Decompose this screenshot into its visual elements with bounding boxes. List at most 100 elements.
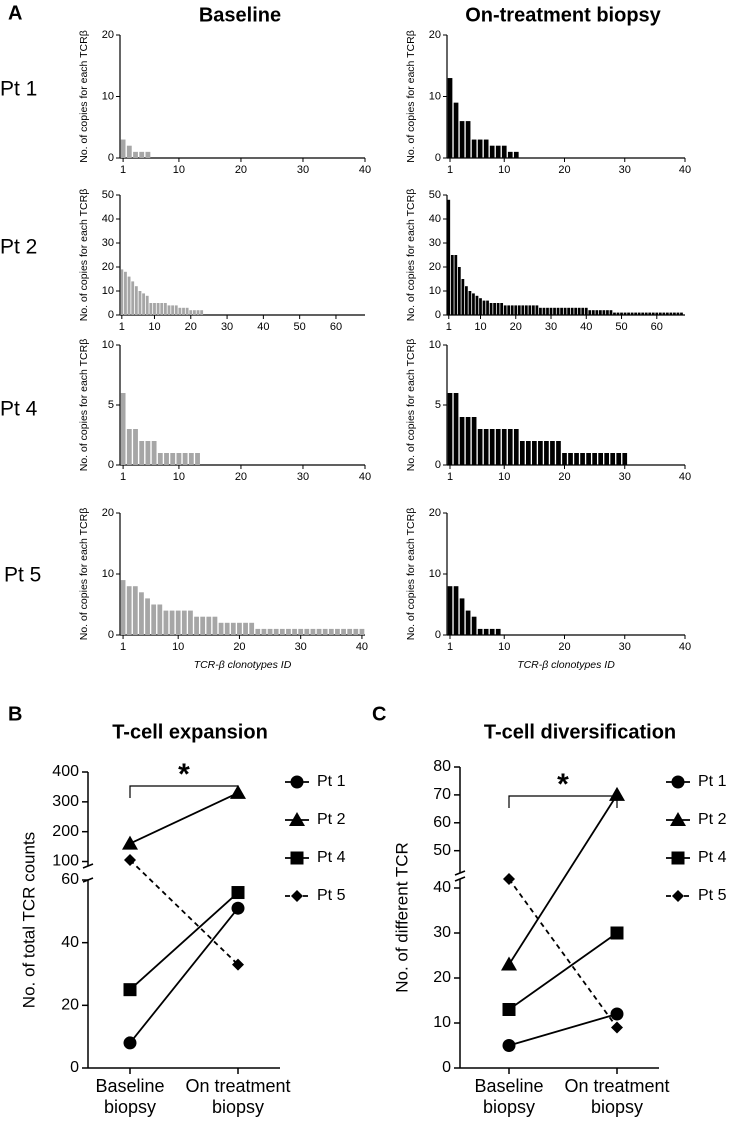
bar: [606, 310, 609, 315]
bar: [495, 429, 501, 465]
bar: [182, 453, 188, 465]
bar: [457, 267, 461, 315]
x-tick-label: 10: [173, 164, 185, 176]
y-tick-label: 10: [102, 285, 114, 297]
bar: [544, 441, 549, 465]
marker: [289, 812, 305, 826]
bar: [171, 305, 175, 315]
series-line: [129, 859, 239, 966]
y-tick-label: 10: [102, 90, 114, 102]
bar: [609, 310, 613, 315]
bar: [304, 628, 310, 635]
bar: [507, 305, 511, 315]
bar: [459, 417, 465, 465]
x-tick-label: On treatment biopsy: [564, 1076, 670, 1117]
y-axis-title: No. of copies for each TCRβ: [78, 339, 90, 472]
bar: [151, 441, 157, 465]
bar: [507, 429, 513, 465]
bar: [525, 441, 531, 465]
bar: [453, 102, 459, 158]
bar: [479, 298, 482, 315]
marker: [230, 784, 246, 799]
y-tick-label: 0: [442, 1059, 451, 1076]
bar: [471, 139, 477, 158]
y-tick-label: 5: [435, 399, 441, 411]
x-tick-label: 30: [619, 164, 631, 176]
bar: [539, 307, 542, 315]
y-axis-title: No. of copies for each TCRβ: [78, 508, 90, 641]
bar: [556, 307, 560, 315]
bar: [267, 628, 273, 635]
x-tick-label: 50: [294, 321, 306, 333]
bar: [465, 417, 471, 465]
y-axis-title: No. of copies for each TCRβ: [405, 339, 417, 472]
bar: [613, 312, 616, 315]
bar: [471, 417, 477, 465]
marker: [672, 890, 684, 902]
bar: [510, 305, 514, 315]
bar: [286, 628, 291, 635]
bar: [622, 453, 628, 465]
x-tick-label: 10: [474, 321, 486, 333]
bar: [477, 429, 483, 465]
bar: [353, 628, 359, 635]
y-axis-title: No. of different TCR: [392, 842, 411, 993]
x-tick-label: 10: [498, 641, 510, 653]
y-tick-label: 20: [102, 507, 114, 519]
bar: [616, 453, 622, 465]
bar: [586, 453, 591, 465]
y-tick-label: 20: [429, 261, 441, 273]
bar: [651, 312, 655, 315]
bar: [131, 281, 135, 315]
x-tick-label: 40: [257, 321, 269, 333]
bar: [145, 441, 151, 465]
series-line: [129, 792, 239, 845]
panel-label: C: [372, 703, 386, 725]
marker: [611, 1021, 623, 1034]
y-axis-title: No. of total TCR counts: [19, 832, 38, 1008]
bar: [507, 151, 513, 158]
bar: [477, 628, 483, 635]
y-tick-label: 30: [433, 924, 451, 941]
x-tick-label: 30: [295, 641, 307, 653]
bar: [676, 312, 680, 315]
bar: [574, 453, 579, 465]
bar: [341, 628, 346, 635]
legend-label: Pt 1: [317, 773, 346, 790]
y-tick-label: 10: [429, 90, 441, 102]
marker: [123, 983, 137, 997]
x-tick-label: 20: [185, 321, 197, 333]
bar: [495, 628, 501, 635]
legend-label: Pt 4: [698, 849, 727, 866]
legend-label: Pt 2: [317, 811, 346, 828]
row-label: Pt 1: [0, 78, 37, 101]
y-tick-label: 30: [429, 237, 441, 249]
x-tick-label: Baseline biopsy: [474, 1076, 544, 1117]
marker: [232, 958, 244, 971]
bar: [604, 453, 610, 465]
x-tick-label: 40: [679, 641, 691, 653]
bar: [273, 628, 279, 635]
bar: [662, 312, 666, 315]
marker: [671, 851, 685, 865]
bar: [206, 616, 212, 635]
bar: [644, 312, 648, 315]
bar: [447, 199, 451, 315]
bar: [450, 255, 454, 315]
x-tick-label-box: Baseline biopsy: [95, 1076, 164, 1117]
bar: [468, 291, 472, 315]
bar: [454, 255, 458, 315]
x-tick-label: 30: [619, 471, 631, 483]
bar: [483, 139, 489, 158]
bar: [145, 295, 149, 315]
y-axis-title: No. of copies for each TCRβ: [78, 30, 90, 163]
bar: [592, 453, 597, 465]
bar: [196, 310, 200, 315]
x-tick-label-box: Baseline biopsy: [474, 1076, 544, 1117]
marker: [291, 890, 303, 902]
bar: [142, 293, 146, 315]
bar: [133, 429, 138, 465]
bar: [133, 151, 138, 158]
bar: [175, 610, 181, 635]
x-tick-label: 10: [173, 471, 185, 483]
